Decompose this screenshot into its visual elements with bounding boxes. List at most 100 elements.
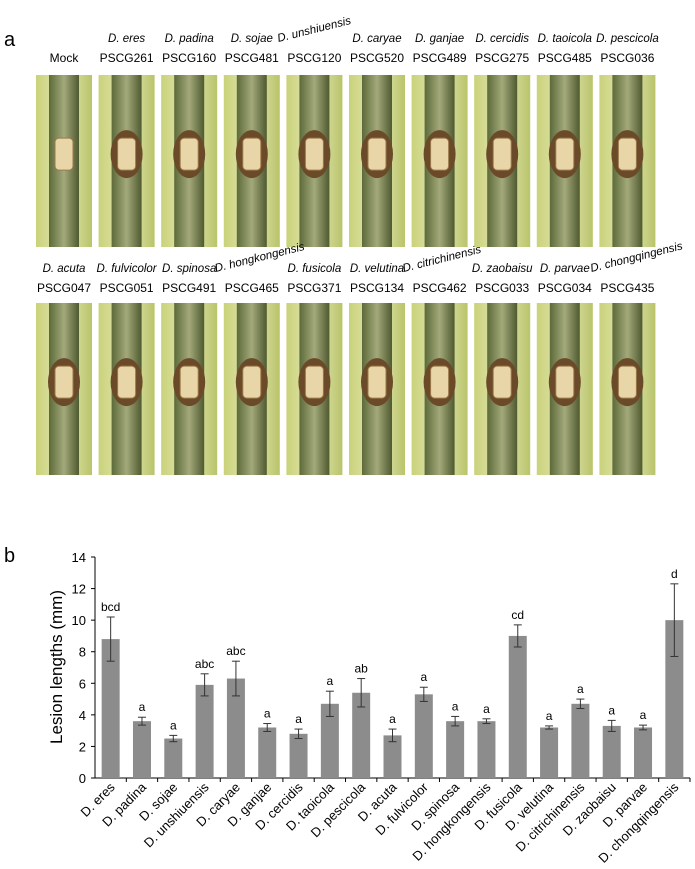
- wound: [430, 137, 450, 171]
- significance-letter: a: [420, 670, 427, 684]
- significance-letter: d: [671, 567, 678, 581]
- strain-code: PSCG520: [350, 51, 404, 65]
- species-label: D. spinosa: [162, 263, 216, 275]
- bar: [446, 721, 465, 778]
- significance-letter: cd: [511, 608, 524, 622]
- bar: [226, 678, 245, 778]
- species-label: D. unshiuensis: [276, 15, 352, 45]
- significance-letter: a: [295, 712, 302, 726]
- species-label: D. acuta: [43, 263, 86, 275]
- y-tick-label: 10: [72, 613, 86, 628]
- strain-code: PSCG481: [225, 51, 279, 65]
- species-label: D. velutina: [350, 263, 404, 275]
- species-label: D. sojae: [231, 33, 273, 45]
- bar: [320, 703, 339, 778]
- wound: [304, 365, 324, 399]
- bar: [414, 694, 433, 778]
- wound: [242, 137, 262, 171]
- wound: [304, 137, 324, 171]
- bar: [665, 620, 684, 778]
- species-label: D. cercidis: [475, 33, 529, 45]
- species-label: D. padina: [165, 33, 214, 45]
- bar: [508, 635, 527, 778]
- strain-code: PSCG051: [100, 281, 154, 295]
- strain-code: PSCG371: [287, 281, 341, 295]
- strain-code: PSCG435: [600, 281, 654, 295]
- significance-letter: a: [546, 709, 553, 723]
- bar: [195, 684, 214, 778]
- species-label: D. fusicola: [288, 263, 342, 275]
- species-label: D. eres: [108, 33, 145, 45]
- significance-letter: a: [139, 700, 146, 714]
- y-tick-label: 8: [79, 645, 86, 660]
- significance-letter: a: [608, 703, 615, 717]
- significance-letter: a: [577, 682, 584, 696]
- significance-letter: a: [483, 702, 490, 716]
- significance-letter: a: [327, 674, 334, 688]
- wound: [367, 365, 387, 399]
- strain-code: PSCG036: [600, 51, 654, 65]
- panel-label: b: [4, 545, 15, 567]
- bar: [602, 725, 621, 778]
- strain-code: PSCG491: [162, 281, 216, 295]
- wound: [492, 365, 512, 399]
- strain-code: PSCG485: [538, 51, 592, 65]
- significance-letter: bcd: [101, 600, 120, 614]
- strain-code: PSCG047: [37, 281, 91, 295]
- wound: [555, 365, 575, 399]
- strain-code: PSCG033: [475, 281, 529, 295]
- strain-code: PSCG160: [162, 51, 216, 65]
- bar: [477, 721, 496, 778]
- strain-code: PSCG489: [413, 51, 467, 65]
- significance-letter: abc: [195, 657, 214, 671]
- wound: [117, 137, 137, 171]
- significance-letter: a: [264, 707, 271, 721]
- species-label: D. parvae: [540, 263, 590, 275]
- species-label: D. fulvicolor: [97, 263, 158, 275]
- strain-code: PSCG134: [350, 281, 404, 295]
- bar: [383, 735, 402, 778]
- strain-code: PSCG261: [100, 51, 154, 65]
- y-tick-label: 6: [79, 676, 86, 691]
- y-tick-label: 0: [79, 771, 86, 786]
- bar: [540, 727, 559, 778]
- wound: [179, 137, 199, 171]
- wound: [492, 137, 512, 171]
- significance-letter: a: [452, 699, 459, 713]
- wound: [117, 365, 137, 399]
- strain-code: Mock: [50, 51, 80, 65]
- species-label: D. taoicola: [538, 33, 592, 45]
- y-tick-label: 2: [79, 739, 86, 754]
- bar: [101, 639, 120, 778]
- wound: [367, 137, 387, 171]
- species-label: D. ganjae: [415, 33, 464, 45]
- species-label: D. pescicola: [596, 33, 659, 45]
- panel-label: a: [4, 29, 16, 51]
- bar: [258, 727, 277, 778]
- y-tick-label: 12: [72, 582, 86, 597]
- bar: [132, 721, 151, 778]
- significance-letter: a: [640, 708, 647, 722]
- strain-code: PSCG462: [413, 281, 467, 295]
- bar: [289, 733, 308, 778]
- y-tick-label: 14: [72, 550, 86, 565]
- significance-letter: a: [389, 712, 396, 726]
- y-tick-label: 4: [79, 708, 86, 723]
- wound: [54, 365, 74, 399]
- species-label: D. caryae: [352, 33, 401, 45]
- strain-code: PSCG120: [287, 51, 341, 65]
- wound: [242, 365, 262, 399]
- significance-letter: abc: [226, 644, 245, 658]
- wound: [555, 137, 575, 171]
- species-label: D. citrichinensis: [401, 244, 482, 275]
- wound: [617, 365, 637, 399]
- significance-letter: ab: [355, 662, 369, 676]
- strain-code: PSCG275: [475, 51, 529, 65]
- wound: [179, 365, 199, 399]
- y-axis-label: Lesion lengths (mm): [47, 590, 66, 744]
- species-label: D. zaobaisu: [472, 263, 533, 275]
- wound: [54, 137, 74, 171]
- wound: [617, 137, 637, 171]
- bar: [164, 738, 183, 778]
